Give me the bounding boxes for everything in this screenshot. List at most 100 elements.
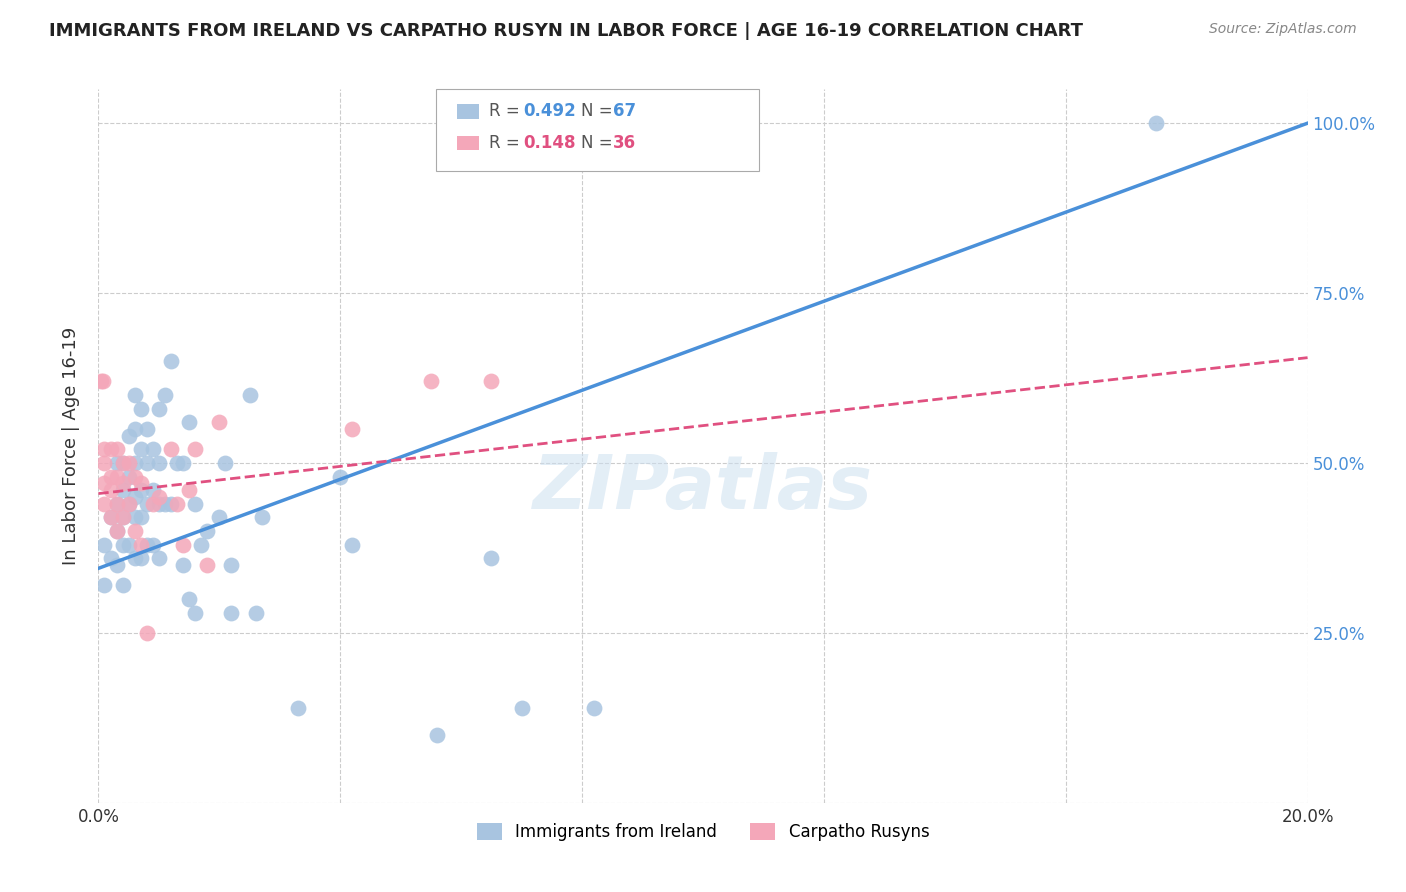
Point [100,469,122,483]
Point [124,456,146,470]
Point [124,510,146,524]
Point [93,456,115,470]
Point [118,469,141,483]
Point [148,490,170,504]
Point [148,497,170,511]
Point [329,469,352,483]
Point [172,456,194,470]
Text: R =: R = [489,134,526,152]
Point [342,422,364,436]
Point [118,497,141,511]
Point [118,429,141,443]
Point [129,401,152,416]
Text: N =: N = [581,103,617,120]
Text: 36: 36 [613,134,636,152]
Text: N =: N = [581,134,617,152]
Point [100,442,122,457]
Point [179,415,201,429]
Point [105,524,128,538]
Text: IMMIGRANTS FROM IRELAND VS CARPATHO RUSYN IN LABOR FORCE | AGE 16-19 CORRELATION: IMMIGRANTS FROM IRELAND VS CARPATHO RUSY… [49,22,1083,40]
Point [111,510,134,524]
Point [135,626,157,640]
Point [93,578,115,592]
Point [118,456,141,470]
Point [420,375,443,389]
Point [124,469,146,483]
Point [426,728,449,742]
Point [90,375,112,389]
Point [105,497,128,511]
Point [93,537,115,551]
Point [510,700,533,714]
Text: R =: R = [489,103,526,120]
Point [105,456,128,470]
Point [148,401,170,416]
Point [100,483,122,498]
Point [118,497,141,511]
Point [118,537,141,551]
Point [129,551,152,566]
Point [179,483,201,498]
Text: 0.492: 0.492 [523,103,576,120]
Point [179,591,201,606]
Point [111,510,134,524]
Point [245,606,267,620]
Point [100,510,122,524]
Point [100,551,122,566]
Point [142,483,165,498]
Point [91,375,114,389]
Point [142,442,165,457]
Point [208,415,231,429]
Point [111,537,134,551]
Point [129,476,152,491]
Point [148,456,170,470]
Point [135,537,157,551]
Point [166,497,188,511]
Point [124,422,146,436]
Point [93,442,115,457]
Point [184,497,207,511]
Point [1144,116,1167,130]
Point [195,558,218,572]
Point [148,551,170,566]
Point [124,388,146,402]
Point [172,537,194,551]
Point [190,537,212,551]
Point [135,422,157,436]
Point [342,537,364,551]
Point [100,510,122,524]
Point [111,483,134,498]
Point [124,551,146,566]
Point [111,456,134,470]
Point [93,497,115,511]
Point [129,483,152,498]
Point [105,558,128,572]
Point [160,497,183,511]
Point [195,524,218,538]
Point [111,476,134,491]
Point [166,456,188,470]
Legend: Immigrants from Ireland, Carpatho Rusyns: Immigrants from Ireland, Carpatho Rusyns [470,816,936,848]
Point [214,456,236,470]
Y-axis label: In Labor Force | Age 16-19: In Labor Force | Age 16-19 [62,326,80,566]
Point [184,606,207,620]
Point [129,510,152,524]
Text: Source: ZipAtlas.com: Source: ZipAtlas.com [1209,22,1357,37]
Point [129,537,152,551]
Point [221,606,243,620]
Point [160,354,183,368]
Point [105,524,128,538]
Point [481,375,503,389]
Point [135,456,157,470]
Point [124,490,146,504]
Point [111,578,134,592]
Point [583,700,606,714]
Point [105,442,128,457]
Point [221,558,243,572]
Point [129,442,152,457]
Text: 67: 67 [613,103,636,120]
Point [172,558,194,572]
Point [124,524,146,538]
Point [105,469,128,483]
Point [250,510,273,524]
